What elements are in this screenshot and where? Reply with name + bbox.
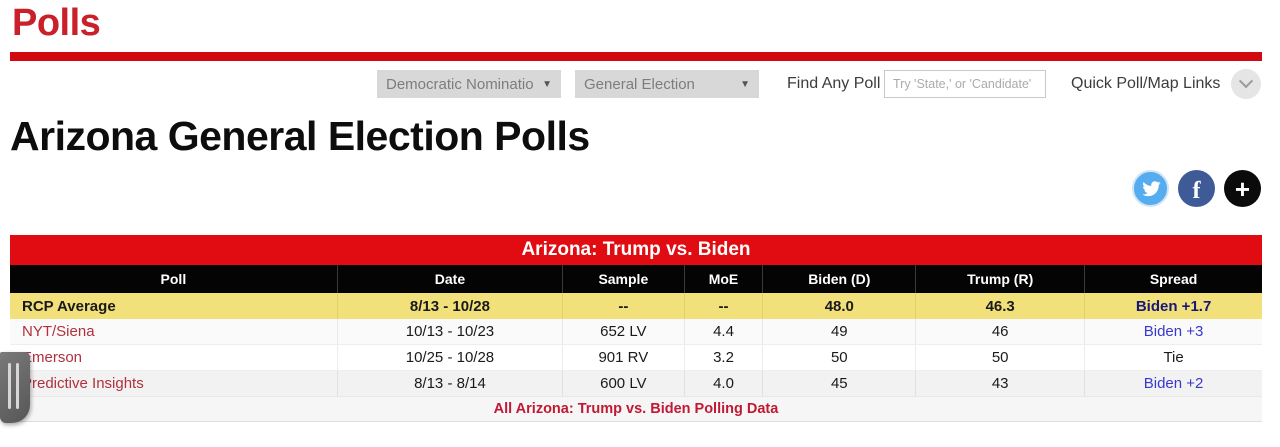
facebook-share-button[interactable]: f	[1178, 170, 1215, 207]
poll-sample: 901 RV	[562, 345, 683, 370]
biden-value: 48.0	[762, 293, 915, 319]
all-polling-data-link[interactable]: All Arizona: Trump vs. Biden Polling Dat…	[493, 401, 779, 417]
chevron-down-icon: ▼	[542, 78, 552, 90]
biden-value: 49	[762, 319, 915, 344]
poll-source-link[interactable]: Emerson	[22, 349, 83, 366]
spread-value: Tie	[1084, 345, 1262, 370]
poll-date: 8/13 - 10/28	[336, 293, 562, 319]
poll-moe: 4.4	[683, 319, 763, 344]
column-header-biden: Biden (D)	[762, 265, 915, 293]
twitter-icon	[1141, 180, 1161, 196]
biden-value: 50	[762, 345, 915, 370]
spread-value: Biden +2	[1084, 371, 1262, 396]
social-share-bar: f +	[1132, 170, 1261, 207]
poll-search-input[interactable]	[884, 70, 1046, 98]
trump-value: 43	[915, 371, 1084, 396]
election-type-dropdown-value: General Election	[584, 75, 695, 93]
spread-value: Biden +1.7	[1084, 293, 1262, 319]
side-panel-grip-handle[interactable]	[0, 352, 30, 423]
find-any-poll-label: Find Any Poll	[787, 75, 881, 92]
poll-source-link[interactable]: NYT/Siena	[22, 323, 95, 340]
poll-sample: 600 LV	[562, 371, 683, 396]
column-header-date: Date	[336, 265, 562, 293]
column-header-trump: Trump (R)	[915, 265, 1084, 293]
poll-table-footer: All Arizona: Trump vs. Biden Polling Dat…	[10, 397, 1262, 422]
race-type-dropdown-value: Democratic Nominatio	[386, 75, 534, 93]
column-header-sample: Sample	[562, 265, 683, 293]
poll-moe: 4.0	[683, 371, 763, 396]
poll-table-title: Arizona: Trump vs. Biden	[10, 235, 1262, 265]
poll-name: RCP Average	[22, 297, 116, 315]
trump-value: 46.3	[915, 293, 1084, 319]
column-header-moe: MoE	[683, 265, 763, 293]
grip-bar-icon	[16, 363, 19, 409]
poll-sample: 652 LV	[562, 319, 683, 344]
poll-moe: 3.2	[683, 345, 763, 370]
poll-date: 10/25 - 10/28	[336, 345, 562, 370]
table-row-nyt-siena: NYT/Siena 10/13 - 10/23 652 LV 4.4 49 46…	[10, 319, 1262, 345]
poll-sample: --	[562, 293, 683, 319]
spread-value: Biden +3	[1084, 319, 1262, 344]
poll-source-link[interactable]: Predictive Insights	[22, 375, 144, 392]
trump-value: 46	[915, 319, 1084, 344]
brand-divider-bar	[10, 52, 1262, 61]
grip-bar-icon	[8, 363, 11, 409]
race-type-dropdown[interactable]: Democratic Nominatio ▼	[377, 70, 561, 98]
chevron-down-icon	[1238, 74, 1254, 89]
quick-links-expand-button[interactable]	[1231, 69, 1261, 99]
quick-poll-map-links-label: Quick Poll/Map Links	[1071, 75, 1221, 92]
column-header-spread: Spread	[1084, 265, 1262, 293]
poll-moe: --	[683, 293, 763, 319]
poll-date: 10/13 - 10/23	[336, 319, 562, 344]
chevron-down-icon: ▼	[740, 78, 750, 90]
more-share-button[interactable]: +	[1224, 170, 1261, 207]
biden-value: 45	[762, 371, 915, 396]
twitter-share-button[interactable]	[1132, 170, 1169, 207]
facebook-icon: f	[1192, 178, 1201, 204]
page-title: Arizona General Election Polls	[10, 113, 590, 159]
table-row-emerson: Emerson 10/25 - 10/28 901 RV 3.2 50 50 T…	[10, 345, 1262, 371]
site-section-title: Polls	[12, 2, 101, 44]
column-header-poll: Poll	[160, 271, 187, 287]
poll-table: Arizona: Trump vs. Biden Poll Date Sampl…	[10, 235, 1262, 422]
poll-date: 8/13 - 8/14	[336, 371, 562, 396]
trump-value: 50	[915, 345, 1084, 370]
election-type-dropdown[interactable]: General Election ▼	[575, 70, 759, 98]
table-row-rcp-average: RCP Average 8/13 - 10/28 -- -- 48.0 46.3…	[10, 293, 1262, 319]
poll-table-header-row: Poll Date Sample MoE Biden (D) Trump (R)…	[10, 265, 1262, 293]
table-row-predictive-insights: Predictive Insights 8/13 - 8/14 600 LV 4…	[10, 371, 1262, 397]
